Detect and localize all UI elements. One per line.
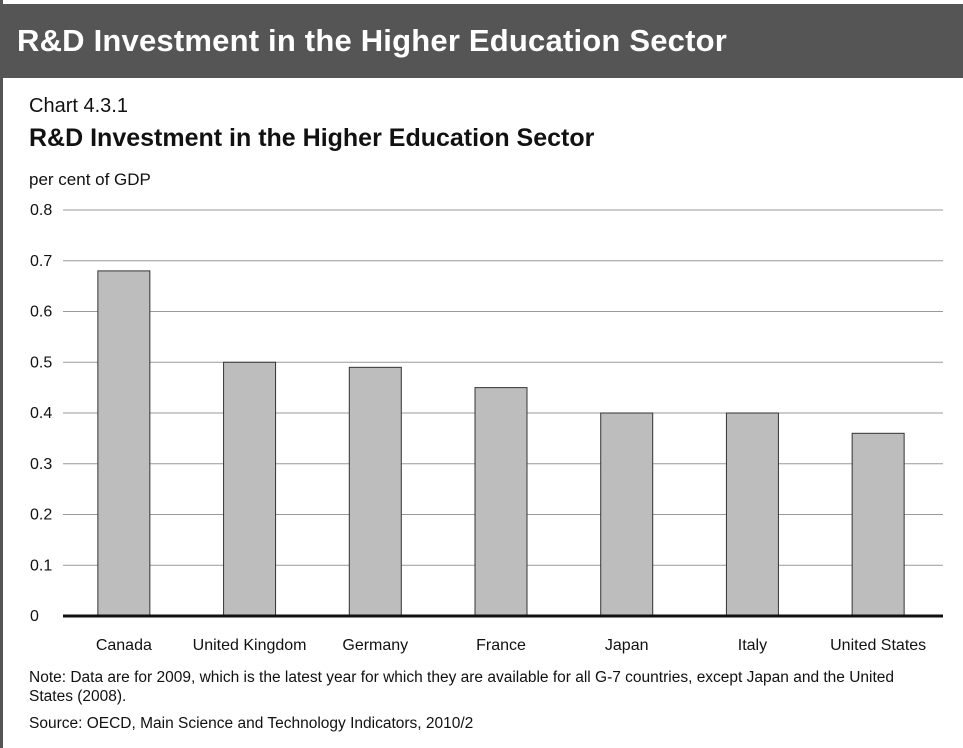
x-category-label: France [476,637,526,654]
bar-japan [600,412,654,617]
x-category-label: Italy [738,637,767,654]
x-category-label: Canada [96,637,152,654]
chart-number: Chart 4.3.1 [29,95,128,117]
y-tick-label: 0.4 [30,405,52,422]
bar-chart: 0 0.1 0.2 0.3 0.4 0.5 0.6 0.7 0.8 Canada United K… [30,202,943,654]
bar-canada [97,270,151,617]
y-tick-label: 0.1 [30,557,52,574]
x-category-label: United States [830,637,926,654]
bar-france [474,387,528,617]
x-category-label: United Kingdom [193,637,307,654]
y-tick-label: 0.5 [30,354,52,371]
chart-note: Note: Data are for 2009, which is the la… [29,669,895,705]
y-axis-unit-label: per cent of GDP [29,170,151,189]
x-axis-category-labels: Canada United Kingdom Germany France Japan It… [96,637,926,654]
header-banner: R&D Investment in the Higher Education S… [3,4,963,78]
chart-title: R&D Investment in the Higher Education S… [29,124,595,152]
y-tick-label: 0.3 [30,456,52,473]
banner-title: R&D Investment in the Higher Education S… [17,23,728,58]
bar-united-states [851,432,905,617]
bar-united-kingdom [223,361,277,617]
y-tick-label: 0.7 [30,253,52,270]
y-tick-label: 0.6 [30,304,52,321]
x-category-label: Japan [605,637,649,654]
bar-germany [348,366,402,617]
y-tick-label: 0.2 [30,507,52,524]
y-tick-label: 0 [30,608,39,625]
x-category-label: Germany [342,637,408,654]
bar-italy [725,412,779,617]
y-axis-ticks: 0 0.1 0.2 0.3 0.4 0.5 0.6 0.7 0.8 [30,202,52,625]
bars [97,270,905,617]
y-tick-label: 0.8 [30,202,52,219]
chart-source: Source: OECD, Main Science and Technolog… [29,715,474,732]
